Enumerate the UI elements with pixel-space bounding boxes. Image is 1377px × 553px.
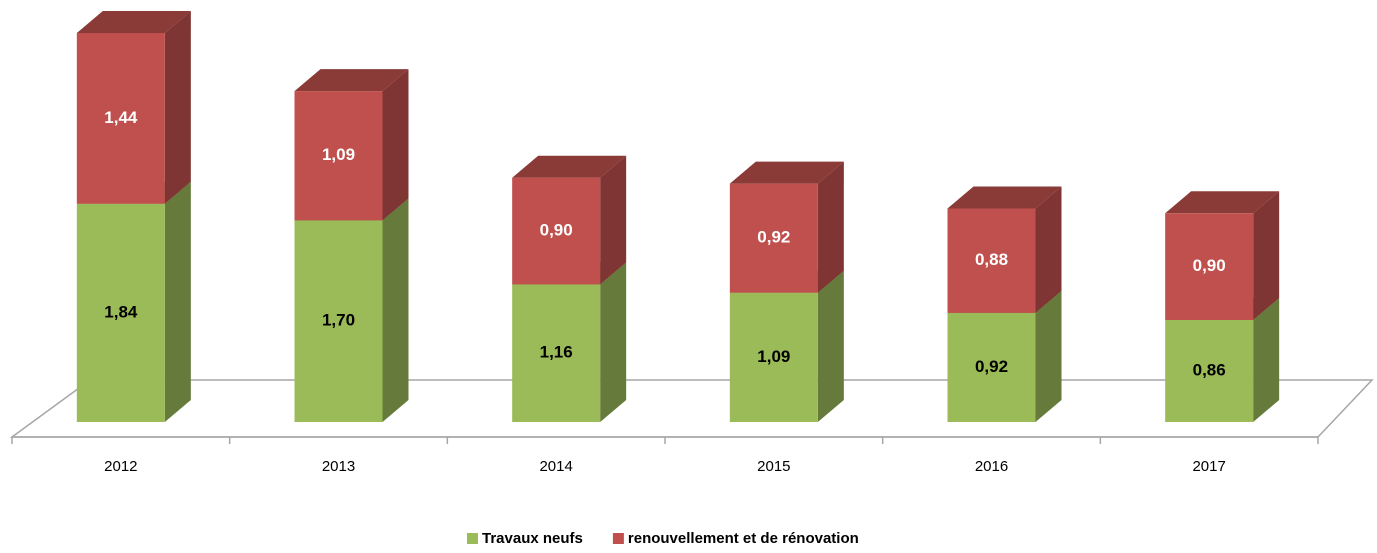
data-label: 0,88 [975,250,1008,269]
bar-side [164,11,191,204]
bar-side [1035,186,1062,313]
x-tick-label: 2014 [539,458,572,475]
bar-side [817,161,844,293]
bar [294,220,383,422]
legend-label: Travaux neufs [482,530,583,547]
data-label: 1,09 [322,145,355,164]
bar-side [382,198,409,422]
data-label: 1,09 [757,347,790,366]
bar-side [817,270,844,422]
bar [947,312,1036,422]
bar-top [76,11,191,33]
bar-side [1253,191,1280,321]
bar [729,292,818,422]
bar-top [294,69,409,92]
x-tick-label: 2016 [975,458,1008,475]
data-label: 1,70 [322,311,355,330]
x-tick-label: 2015 [757,458,790,475]
data-label: 1,84 [104,302,138,321]
bar-top [729,161,844,184]
legend-label: renouvellement et de rénovation [628,530,859,547]
bar-side [1253,298,1280,422]
bar-top [947,186,1062,209]
bar-top [512,155,627,178]
bar [947,208,1036,313]
bar-side [600,155,627,285]
bar-side [600,262,627,422]
bar [512,177,601,285]
bar-side [164,181,191,422]
bar [294,91,383,221]
data-label: 0,92 [757,228,790,247]
x-tick-label: 2017 [1192,458,1225,475]
bar-side [382,69,409,221]
data-label: 0,92 [975,357,1008,376]
bar [1165,213,1254,321]
x-tick-label: 2012 [104,458,137,475]
bar [512,284,601,422]
bar [729,183,818,293]
data-label: 1,16 [540,343,573,362]
bar [1165,320,1254,422]
bar-top [1165,191,1280,214]
bar [76,33,165,204]
data-label: 1,44 [104,108,138,127]
data-label: 0,90 [540,221,573,240]
bar-side [1035,290,1062,422]
data-label: 0,90 [1193,256,1226,275]
legend-swatch [612,533,624,544]
legend-swatch [467,533,478,544]
bar [76,203,165,422]
data-label: 0,86 [1193,360,1226,379]
x-tick-label: 2013 [322,458,355,475]
